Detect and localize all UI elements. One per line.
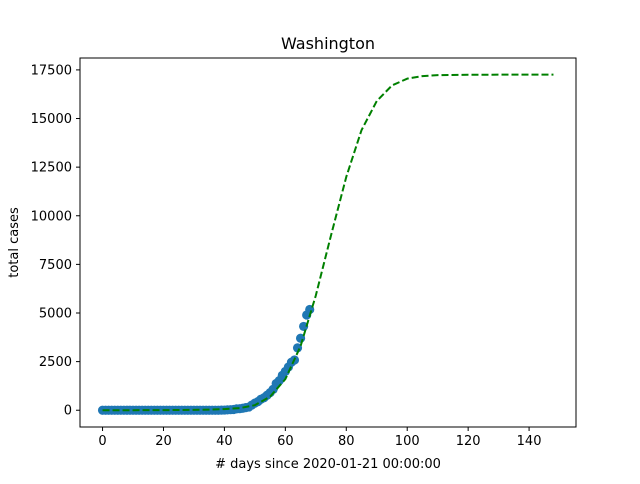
y-tick-label: 10000 — [31, 209, 72, 224]
x-tick-label: 140 — [517, 434, 542, 449]
chart-title: Washington — [281, 34, 375, 53]
x-tick-label: 0 — [98, 434, 106, 449]
y-tick-label: 7500 — [39, 258, 72, 273]
x-tick-label: 40 — [216, 434, 233, 449]
y-tick-label: 0 — [64, 404, 72, 419]
x-tick-label: 20 — [155, 434, 172, 449]
fit-curve-line — [102, 73, 554, 412]
y-tick-label: 12500 — [31, 161, 72, 176]
axes-layer: 0 20 40 60 80 100 120 140 0 2500 5000 7500 10000 1250… — [31, 63, 542, 449]
x-tick-label: 80 — [338, 434, 355, 449]
y-tick-label: 15000 — [31, 112, 72, 127]
data-point — [299, 321, 309, 332]
y-tick-label: 2500 — [39, 355, 72, 370]
x-tick-label: 100 — [395, 434, 420, 449]
y-tick-label: 17500 — [31, 63, 72, 78]
x-tick-label: 60 — [277, 434, 294, 449]
y-tick-label: 5000 — [39, 306, 72, 321]
plot-layer — [97, 73, 554, 415]
plot-frame — [79, 57, 577, 428]
data-point — [292, 343, 303, 353]
x-axis-label: # days since 2020-01-21 00:00:00 — [215, 457, 441, 472]
x-tick-label: 120 — [456, 434, 481, 449]
y-axis-label: total cases — [7, 207, 22, 278]
